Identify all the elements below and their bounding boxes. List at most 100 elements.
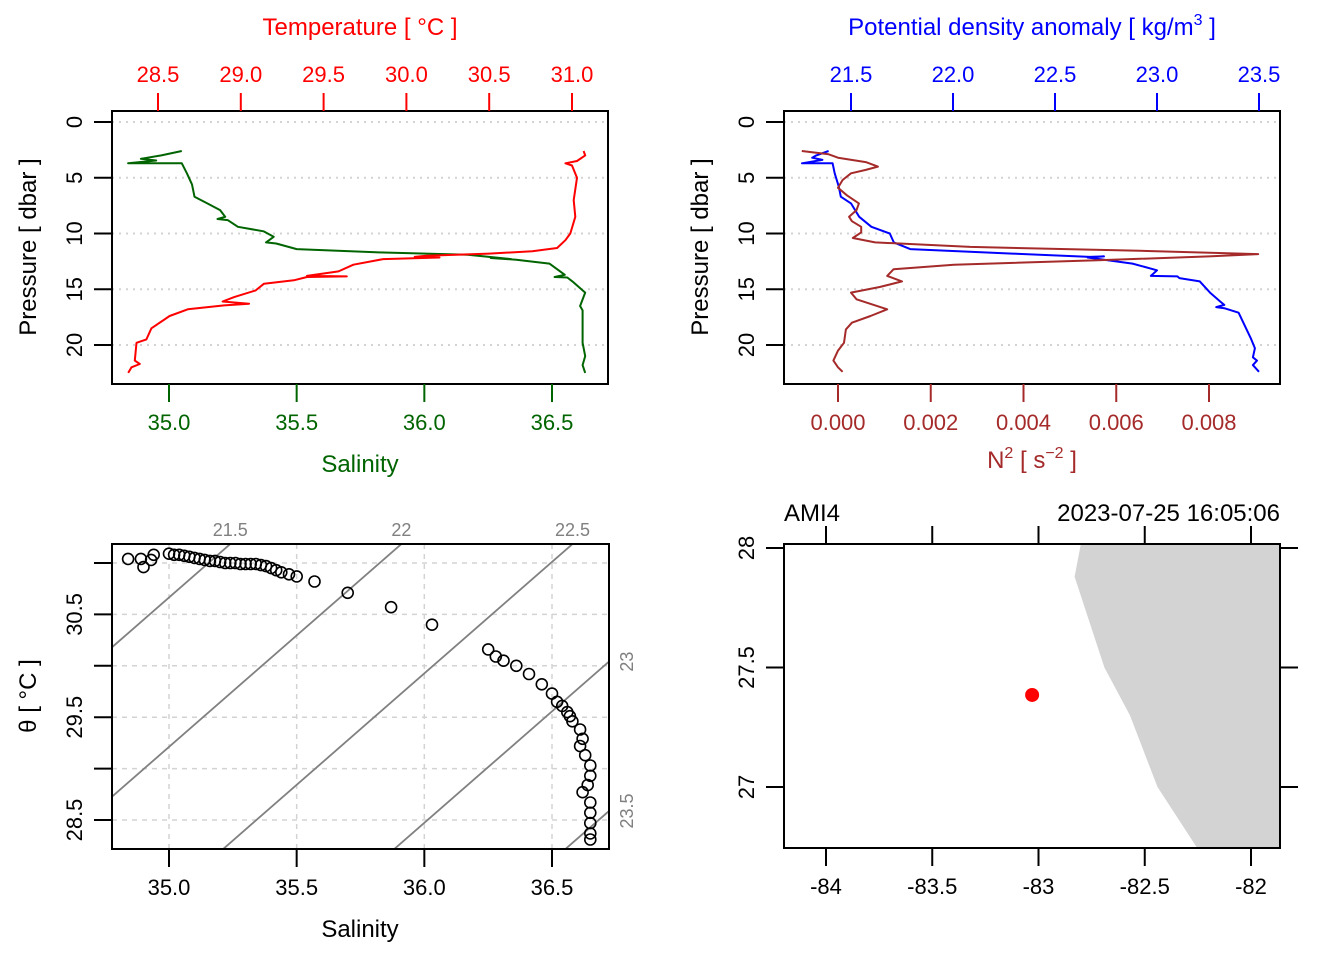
longitude-tick-label: -84 — [810, 874, 842, 899]
temperature-line — [127, 150, 587, 374]
temperature-axis-title: Temperature [ °C ] — [263, 14, 458, 41]
density-n2-grid — [784, 121, 1280, 346]
temperature-axis-tick-label: 30.5 — [468, 62, 511, 87]
ts-point — [576, 732, 589, 746]
n2-axis-tick-label: 0.008 — [1181, 410, 1236, 435]
density-n2-pressure-tick-label: 15 — [734, 277, 759, 301]
salinity-axis-tick-label: 36.5 — [531, 410, 574, 435]
map-land-layer — [1074, 544, 1280, 848]
isopycnal-line — [221, 544, 574, 849]
ts-point — [121, 552, 135, 566]
isopycnal-lines — [112, 544, 609, 849]
station-time-label: 2023-07-25 16:05:06 — [1057, 500, 1280, 527]
n2-axis-title-sup2: −2 — [1045, 445, 1063, 462]
ts-diagram-grid — [112, 544, 609, 849]
ts-point — [583, 769, 597, 783]
longitude-axis: -84 -83.5 -83 -82.5 -82 — [810, 526, 1267, 899]
ts-diagram-x-tick-label: 36.5 — [531, 875, 574, 900]
ts-point — [578, 748, 592, 762]
temperature-axis-tick-label: 28.5 — [137, 62, 180, 87]
longitude-tick-label: -82 — [1235, 874, 1267, 899]
ts-point — [535, 677, 549, 691]
ts-diagram-y-tick-label: 29.5 — [62, 696, 87, 739]
ts-point — [509, 659, 523, 673]
salinity-axis-title: Salinity — [321, 451, 398, 478]
salinity-line — [127, 150, 587, 374]
ts-profile-pressure-tick-label: 10 — [62, 221, 87, 245]
ts-point — [481, 643, 495, 656]
density-axis-tick-label: 21.5 — [830, 62, 873, 87]
station-map-panel: -84 -83.5 -83 -82.5 -82 28 27.5 27 AMI4 2023-0… — [734, 500, 1298, 899]
ts-diagram-y-tick-label: 30.5 — [62, 593, 87, 636]
density-axis-tick-label: 23.0 — [1136, 62, 1179, 87]
n2-axis-tick-label: 0.002 — [903, 410, 958, 435]
n2-axis: 0.000 0.002 0.004 0.006 0.008 — [810, 384, 1237, 435]
isopycnal-label: 22.5 — [555, 520, 590, 540]
salinity-axis: 35.0 35.5 36.0 36.5 — [148, 384, 574, 435]
ts-diagram-x-tick-label: 35.5 — [275, 875, 318, 900]
density-n2-pressure-axis: 0 5 10 15 20 — [734, 116, 784, 357]
ts-profile-pressure-axis-title: Pressure [ dbar ] — [15, 158, 42, 335]
ts-point — [384, 600, 398, 614]
salinity-axis-tick-label: 35.5 — [275, 410, 318, 435]
ts-point — [274, 565, 288, 579]
temperature-axis-tick-label: 29.5 — [302, 62, 345, 87]
n2-axis-tick-label: 0.000 — [810, 410, 865, 435]
density-axis-title-sup: 3 — [1194, 12, 1203, 29]
ts-profile-pressure-tick-label: 15 — [62, 277, 87, 301]
ts-profile-pressure-tick-label: 0 — [62, 116, 87, 128]
ts-point — [583, 796, 597, 809]
ts-diagram-y-tick-label: 28.5 — [62, 799, 87, 842]
ts-point — [341, 586, 355, 600]
ts-point — [583, 833, 597, 846]
temperature-axis: 28.5 29.0 29.5 30.0 30.5 31.0 — [137, 62, 593, 111]
ts-point — [522, 667, 536, 681]
isopycnal-label: 23 — [617, 652, 637, 672]
ts-diagram-x-title: Salinity — [321, 916, 398, 943]
density-axis: 21.5 22.0 22.5 23.0 23.5 — [830, 62, 1281, 111]
longitude-tick-label: -83 — [1023, 874, 1055, 899]
density-line — [801, 150, 1260, 373]
ts-diagram-y-title: θ [ °C ] — [15, 659, 42, 733]
isopycnal-labels: 21.5 22 22.5 23 23.5 — [213, 520, 637, 829]
density-n2-pressure-tick-label: 5 — [734, 172, 759, 184]
latitude-tick-label: 27.5 — [734, 646, 759, 689]
ts-point — [573, 739, 587, 753]
ts-point — [497, 654, 510, 668]
ts-diagram-frame — [111, 543, 610, 850]
ts-point — [282, 567, 296, 581]
n2-axis-tick-label: 0.004 — [996, 410, 1051, 435]
ts-profile-series — [127, 150, 587, 374]
density-axis-tick-label: 23.5 — [1238, 62, 1281, 87]
ts-point — [583, 759, 597, 772]
density-n2-frame — [783, 110, 1281, 385]
isopycnal-label: 22 — [391, 520, 411, 540]
longitude-tick-label: -82.5 — [1120, 874, 1170, 899]
n2-axis-title-mid: [ s — [1013, 447, 1045, 474]
ts-point — [234, 557, 247, 571]
ts-point — [218, 556, 232, 570]
ts-diagram-x-tick-label: 36.0 — [403, 875, 446, 900]
density-n2-pressure-tick-label: 10 — [734, 221, 759, 245]
isopycnal-line — [112, 544, 232, 649]
ts-point — [583, 806, 597, 820]
ts-diagram-panel: 21.5 22 22.5 23 23.5 35.0 35.5 36.0 36.5 30.5 29… — [15, 520, 637, 943]
density-axis-tick-label: 22.5 — [1034, 62, 1077, 87]
ts-point — [137, 560, 150, 574]
density-axis-title-main: Potential density anomaly [ kg/m — [848, 14, 1194, 41]
n2-axis-tick-label: 0.006 — [1089, 410, 1144, 435]
latitude-tick-label: 27 — [734, 775, 759, 799]
ts-diagram-theta-axis: 30.5 29.5 28.5 — [62, 562, 112, 842]
station-map-frame — [783, 543, 1281, 849]
n2-axis-title-main: N — [987, 447, 1004, 474]
isopycnal-line — [392, 660, 609, 849]
density-n2-pressure-axis-title: Pressure [ dbar ] — [687, 158, 714, 335]
ts-point — [583, 827, 597, 840]
isopycnal-line — [564, 809, 609, 849]
ts-point — [566, 714, 579, 728]
station-marker — [1025, 687, 1040, 702]
density-n2-series — [801, 150, 1260, 373]
ts-diagram-x-tick-label: 35.0 — [148, 875, 191, 900]
density-axis-title-end: ] — [1203, 14, 1216, 41]
